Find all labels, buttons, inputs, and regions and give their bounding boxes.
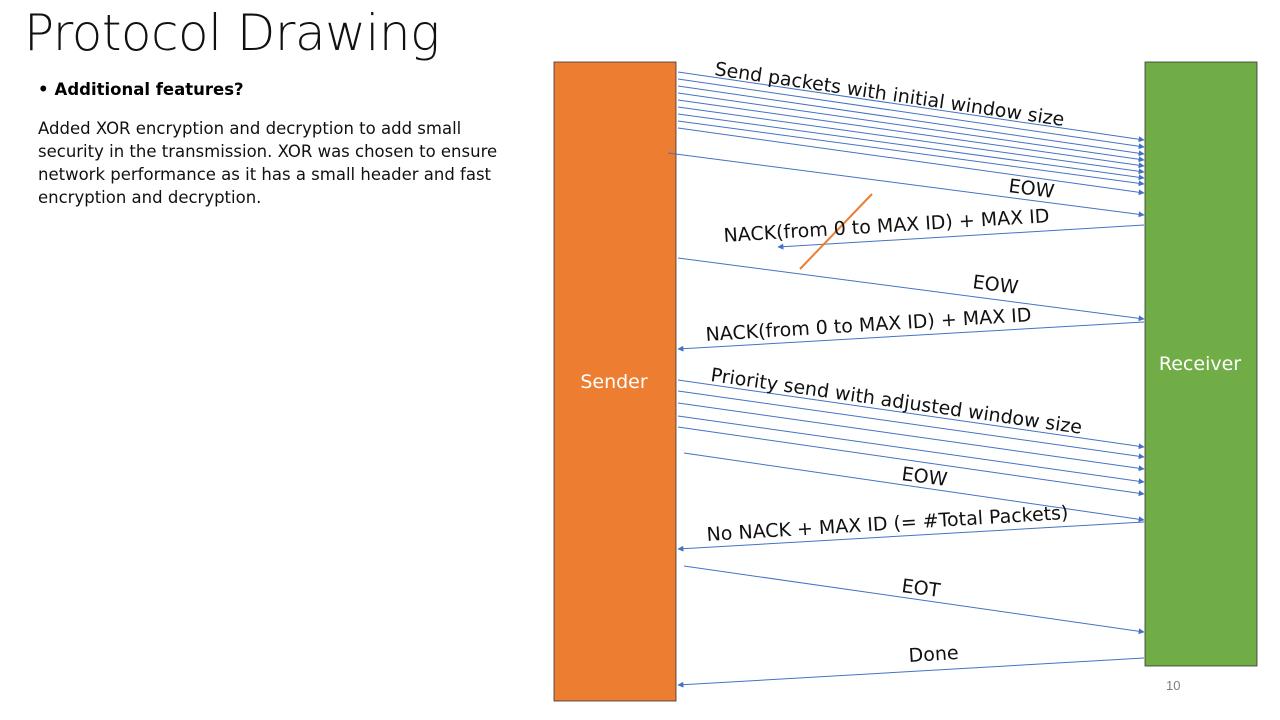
- receiver-lifeline: [1144, 61, 1258, 667]
- msg-eow-3: EOW: [900, 463, 948, 491]
- packet-arrow: [677, 390, 1145, 460]
- packet-arrow: [677, 92, 1145, 163]
- packet-arrow: [677, 71, 1145, 143]
- bullet-heading: • Additional features?: [38, 80, 244, 99]
- eow-arrow-3: [683, 452, 1145, 523]
- page-number: 10: [1166, 678, 1181, 693]
- eot-arrow: [683, 565, 1145, 635]
- packet-arrow: [677, 113, 1145, 181]
- eow-arrow-2: [677, 257, 1145, 322]
- msg-send-initial: Send packets with initial window size: [713, 58, 1066, 131]
- msg-eow-1: EOW: [1007, 175, 1055, 203]
- msg-no-nack: No NACK + MAX ID (= #Total Packets): [706, 502, 1069, 546]
- packet-arrow: [677, 85, 1145, 157]
- msg-eot: EOT: [900, 575, 941, 602]
- msg-eow-2: EOW: [971, 271, 1019, 299]
- packet-arrow: [677, 379, 1145, 450]
- eow-arrow-1: [667, 152, 1145, 218]
- slide-title: Protocol Drawing: [24, 4, 440, 62]
- bullet-dot-icon: •: [38, 80, 49, 99]
- body-paragraph: Added XOR encryption and decryption to a…: [38, 119, 498, 207]
- packet-arrow: [677, 120, 1145, 187]
- packet-arrow: [677, 127, 1145, 196]
- no-nack-arrow: [677, 521, 1145, 552]
- nack-arrow-1: [777, 224, 1145, 250]
- packet-arrow: [677, 415, 1145, 485]
- sender-label: Sender: [580, 371, 648, 393]
- msg-nack-2: NACK(from 0 to MAX ID) + MAX ID: [705, 304, 1032, 346]
- packet-arrow: [677, 426, 1145, 497]
- packet-arrow: [677, 78, 1145, 150]
- priority-send-arrows: [677, 379, 1145, 497]
- sender-lifeline: [553, 61, 677, 702]
- receiver-label: Receiver: [1159, 353, 1241, 375]
- initial-window-arrows: [677, 71, 1145, 196]
- msg-done: Done: [908, 642, 959, 667]
- packet-arrow: [677, 402, 1145, 472]
- msg-priority-send: Priority send with adjusted window size: [709, 364, 1083, 439]
- nack-arrow-2: [677, 321, 1145, 352]
- packet-arrow: [677, 99, 1145, 169]
- lost-packet-strike: [799, 193, 873, 270]
- bullet-heading-text: Additional features?: [54, 80, 244, 99]
- packet-arrow: [677, 106, 1145, 175]
- done-arrow: [677, 657, 1145, 688]
